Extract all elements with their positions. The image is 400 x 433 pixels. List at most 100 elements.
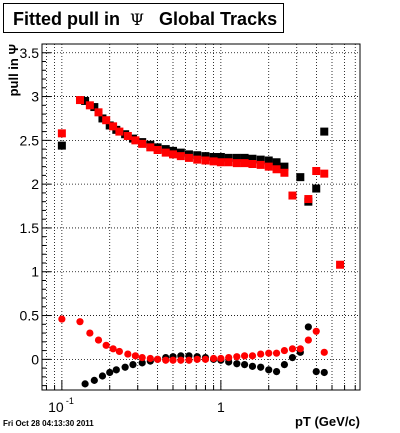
data-point-red-circle [131, 352, 139, 360]
data-point-red-circle [304, 336, 312, 344]
data-point-red-circle [248, 352, 257, 360]
data-point-red-square [312, 167, 321, 176]
data-point-red-circle [312, 327, 320, 335]
data-point-black-circle [121, 363, 129, 371]
data-point-red-square [264, 162, 273, 171]
data-point-black-circle [112, 366, 120, 374]
y-tick-label: 3 [31, 89, 39, 105]
chart-title-box: Fitted pull in Ψ Global Tracks [3, 3, 284, 33]
data-point-black-circle [106, 368, 114, 377]
data-point-red-square [115, 127, 124, 136]
x-tick-label: 1 [217, 399, 225, 415]
data-point-red-circle [124, 350, 132, 358]
title-psi-symbol: Ψ [130, 10, 145, 29]
data-point-black-circle [265, 366, 273, 374]
data-point-red-square [336, 260, 345, 269]
data-point-red-circle [102, 341, 110, 349]
data-point-black-square [256, 155, 265, 164]
data-point-black-square [264, 156, 273, 165]
data-point-red-circle [58, 315, 66, 323]
data-point-red-square [109, 122, 118, 131]
data-point-red-circle [272, 349, 281, 357]
data-point-red-square [209, 157, 218, 166]
footer-timestamp: Fri Oct 28 04:13:30 2011 [3, 419, 94, 428]
x-tick-label: 10 [48, 399, 64, 415]
data-point-black-circle [81, 380, 89, 388]
data-point-red-square [272, 165, 281, 174]
data-point-black-circle [320, 368, 328, 377]
data-point-black-square [320, 127, 329, 136]
data-point-red-square [184, 153, 193, 162]
data-point-red-square [320, 169, 329, 178]
data-point-red-circle [320, 348, 328, 356]
data-point-red-circle [169, 356, 177, 364]
data-point-red-circle [162, 356, 170, 364]
data-point-red-circle [209, 354, 218, 363]
title-suffix: Global Tracks [159, 9, 278, 29]
data-point-red-circle [265, 349, 273, 357]
data-point-black-circle [233, 360, 241, 368]
data-point-black-square [248, 154, 257, 163]
data-point-black-square [272, 158, 281, 167]
data-point-black-square [209, 152, 218, 161]
data-point-red-square [304, 195, 313, 204]
data-point-black-square [312, 184, 321, 193]
data-point-black-circle [257, 363, 265, 371]
data-point-black-circle [248, 362, 257, 370]
data-point-red-circle [86, 329, 94, 337]
x-tick-exponent: -1 [66, 396, 74, 406]
data-point-red-square [85, 101, 94, 110]
y-axis-label: pull in Ψ [6, 44, 21, 96]
y-tick-label: 2 [31, 176, 39, 192]
data-point-red-circle [217, 354, 225, 363]
data-point-black-square [240, 153, 249, 162]
data-point-black-square [224, 153, 233, 162]
chart-title: Fitted pull in Ψ Global Tracks [13, 9, 277, 30]
y-tick-label: 1 [31, 264, 39, 280]
data-point-black-circle [312, 368, 320, 376]
y-tick-label: 0.5 [20, 308, 40, 324]
data-point-red-square [288, 191, 297, 200]
data-point-red-circle [153, 355, 162, 363]
data-point-red-circle [288, 345, 297, 353]
data-point-black-circle [129, 360, 137, 369]
data-point-black-circle [90, 376, 98, 384]
data-point-red-circle [193, 355, 201, 363]
data-point-red-circle [233, 353, 241, 361]
data-point-red-circle [76, 318, 84, 326]
data-point-red-square [131, 136, 140, 145]
data-point-red-square [123, 131, 132, 140]
data-point-red-square [240, 159, 249, 168]
data-point-black-circle [288, 353, 297, 362]
data-point-black-circle [280, 360, 289, 369]
data-point-black-circle [272, 368, 281, 376]
data-point-black-square [57, 141, 66, 150]
data-point-red-square [232, 159, 241, 168]
data-point-black-circle [304, 323, 312, 331]
data-point-red-square [248, 160, 257, 169]
data-point-black-square [232, 153, 241, 162]
data-point-red-square [138, 139, 147, 148]
data-point-red-square [280, 168, 289, 177]
data-point-red-square [146, 143, 155, 152]
x-axis-label: pT (GeV/c) [295, 414, 360, 429]
data-point-red-square [216, 158, 225, 167]
data-point-red-square [256, 160, 265, 169]
data-point-red-circle [109, 345, 117, 353]
data-point-red-circle [185, 356, 193, 364]
data-point-red-square [75, 96, 84, 105]
data-point-red-square [161, 148, 170, 157]
data-point-red-circle [201, 355, 210, 363]
data-point-red-circle [225, 353, 233, 362]
data-point-red-circle [146, 354, 154, 363]
data-point-red-square [102, 116, 111, 125]
data-point-red-square [224, 158, 233, 167]
y-tick-label: 1.5 [20, 220, 40, 236]
data-point-black-circle [98, 372, 107, 380]
y-tick-label: 0 [31, 351, 39, 367]
data-point-black-square [193, 151, 202, 160]
data-point-red-square [94, 108, 103, 117]
data-point-black-circle [138, 359, 146, 367]
title-prefix: Fitted pull in [13, 9, 120, 29]
